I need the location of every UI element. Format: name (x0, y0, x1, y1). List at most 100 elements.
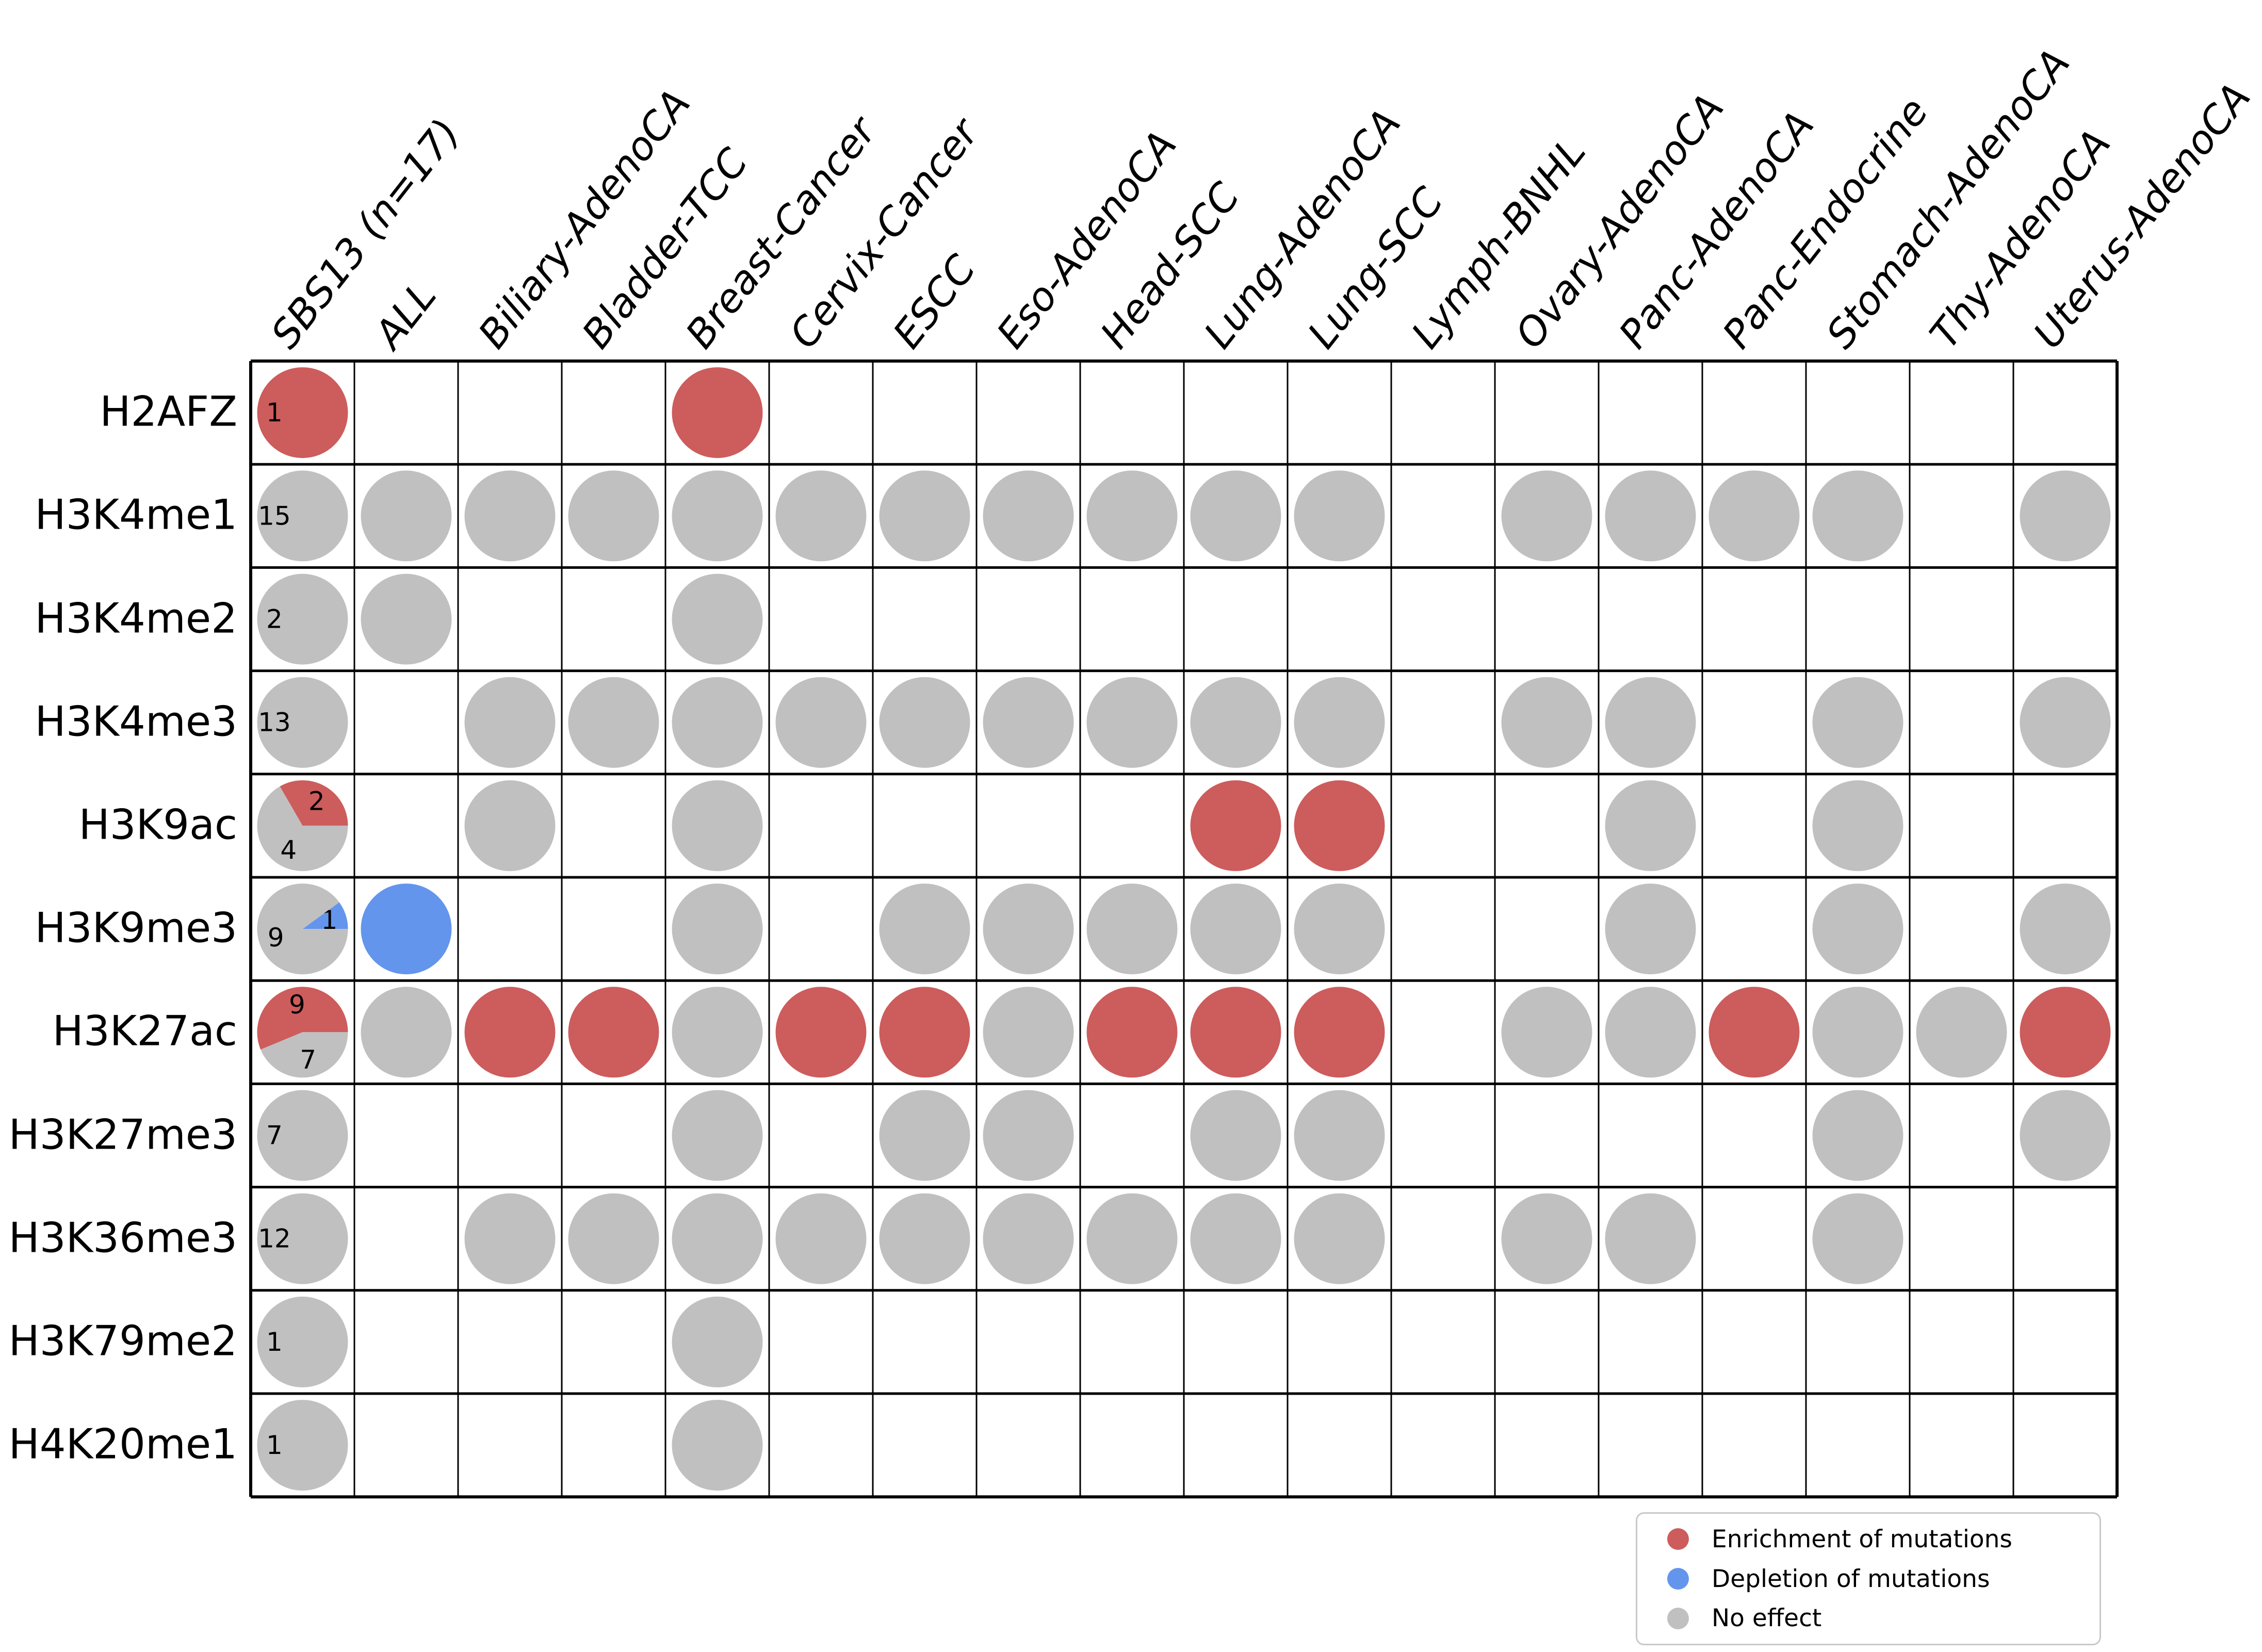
cell-circle-none (1605, 987, 1696, 1078)
cell-circle-none (672, 470, 763, 562)
pie-count-label: 13 (258, 708, 291, 738)
pie-slice-enrichment (280, 780, 348, 826)
cell-circle-none (775, 1193, 867, 1284)
row-label: H3K9ac (78, 800, 237, 849)
cell-circle-none (1812, 470, 1903, 562)
cell-circle-enrichment (464, 987, 556, 1078)
pie-count-label: 9 (289, 990, 305, 1020)
cell-circle-enrichment (1294, 987, 1385, 1078)
cell-circle-none (1605, 470, 1696, 562)
cell-circle-none (1190, 884, 1281, 975)
cell-circle-none (257, 677, 348, 768)
pie-slice-none (257, 786, 348, 871)
cell-circle-none (361, 987, 452, 1078)
pie-count-label: 2 (308, 787, 325, 816)
cell-circle-none (672, 780, 763, 871)
cell-circle-none (1812, 1193, 1903, 1284)
cell-circle-none (672, 1400, 763, 1491)
no-effect-dot-icon (1667, 1607, 1689, 1629)
cell-circle-none (1605, 1193, 1696, 1284)
cell-circle-none (1605, 677, 1696, 768)
cell-circle-none (1916, 987, 2007, 1078)
cell-circle-none (1190, 1090, 1281, 1181)
cell-circle-none (464, 470, 556, 562)
cell-circle-enrichment (1190, 780, 1281, 871)
cell-circle-enrichment (672, 367, 763, 459)
cell-circle-none (1294, 470, 1385, 562)
cell-circle-none (361, 574, 452, 665)
pie-count-label: 1 (266, 1327, 283, 1357)
depletion-dot-icon (1667, 1568, 1689, 1590)
cell-circle-none (1086, 677, 1178, 768)
cell-circle-none (672, 1296, 763, 1387)
cell-circle-none (1812, 1090, 1903, 1181)
legend: Enrichment of mutations Depletion of mut… (1636, 1512, 2101, 1645)
cell-circle-enrichment (2020, 987, 2111, 1078)
cell-circle-enrichment (1294, 780, 1385, 871)
cell-circle-none (361, 470, 452, 562)
cell-circle-none (1190, 677, 1281, 768)
cell-circle-none (464, 780, 556, 871)
row-label: H4K20me1 (8, 1420, 237, 1468)
cell-circle-none (983, 884, 1074, 975)
pie-count-label: 15 (258, 501, 291, 531)
cell-circle-none (879, 1193, 970, 1284)
cell-circle-none (1501, 470, 1592, 562)
cell-circle-enrichment (879, 987, 970, 1078)
cell-circle-enrichment (1086, 987, 1178, 1078)
pie-count-label: 1 (266, 1430, 283, 1460)
cell-circle-none (1501, 987, 1592, 1078)
cell-circle-none (775, 470, 867, 562)
cell-circle-none (983, 677, 1074, 768)
cell-circle-none (257, 1193, 348, 1284)
cell-circle-enrichment (257, 367, 348, 459)
cell-circle-depletion (361, 884, 452, 975)
pie-count-label: 2 (266, 604, 283, 634)
cell-circle-none (1086, 470, 1178, 562)
cell-circle-none (1812, 677, 1903, 768)
cell-circle-none (672, 677, 763, 768)
cell-circle-enrichment (1708, 987, 1800, 1078)
cell-circle-none (983, 1193, 1074, 1284)
cell-circle-none (1812, 780, 1903, 871)
cell-circle-none (879, 1090, 970, 1181)
pie-count-label: 1 (266, 398, 283, 428)
cell-circle-none (568, 470, 659, 562)
row-label: H3K4me1 (35, 490, 237, 539)
cell-circle-none (2020, 677, 2111, 768)
cell-circle-enrichment (568, 987, 659, 1078)
cell-circle-none (879, 677, 970, 768)
cell-circle-none (1190, 470, 1281, 562)
cell-circle-none (672, 574, 763, 665)
cell-circle-none (1294, 884, 1385, 975)
row-label: H3K27me3 (8, 1110, 237, 1159)
cell-circle-none (2020, 1090, 2111, 1181)
pie-slice-enrichment (257, 987, 348, 1050)
cell-circle-none (1294, 1193, 1385, 1284)
row-label: H3K4me3 (35, 697, 237, 746)
cell-circle-none (879, 470, 970, 562)
row-label: H3K27ac (52, 1007, 237, 1055)
cell-circle-none (257, 574, 348, 665)
legend-label-enrichment: Enrichment of mutations (1712, 1525, 2012, 1553)
legend-item-no-effect: No effect (1667, 1604, 2100, 1632)
row-label: H3K9me3 (35, 904, 237, 952)
legend-label-no-effect: No effect (1712, 1604, 1822, 1633)
pie-count-label: 9 (268, 923, 284, 953)
cell-circle-none (2020, 470, 2111, 562)
pie-slice-none (261, 1032, 348, 1078)
cell-circle-none (672, 1090, 763, 1181)
cell-circle-none (257, 1090, 348, 1181)
enrichment-dot-icon (1667, 1528, 1689, 1550)
legend-label-depletion: Depletion of mutations (1712, 1564, 1990, 1593)
cell-circle-none (568, 677, 659, 768)
cell-circle-none (1086, 1193, 1178, 1284)
cell-circle-none (1294, 677, 1385, 768)
row-label: H3K36me3 (8, 1214, 237, 1262)
cell-circle-none (983, 987, 1074, 1078)
cell-circle-none (1605, 884, 1696, 975)
cell-circle-none (1812, 987, 1903, 1078)
cell-circle-none (879, 884, 970, 975)
